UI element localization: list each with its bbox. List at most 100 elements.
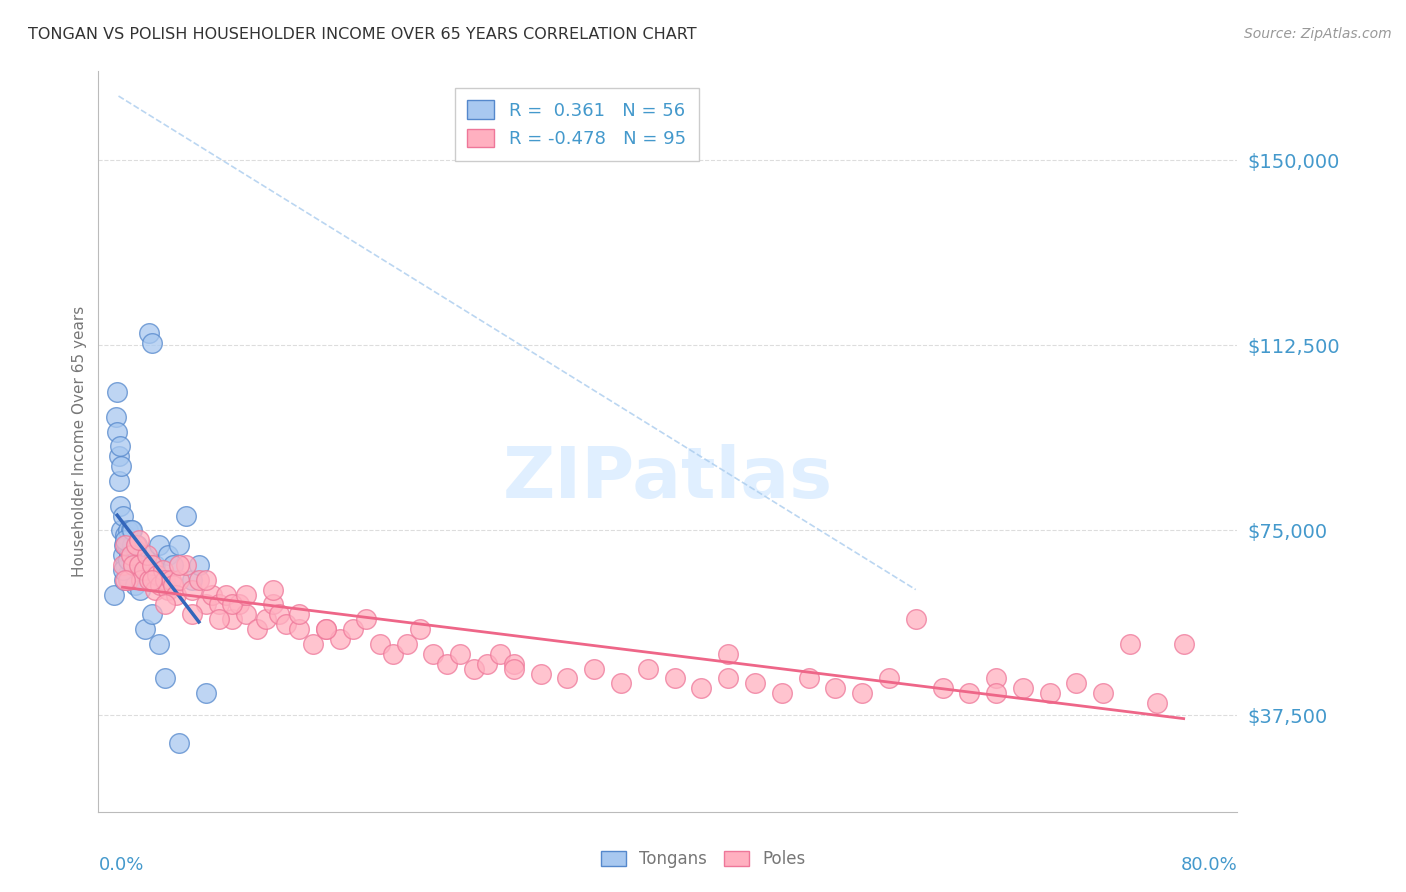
Point <box>138 326 160 340</box>
Point <box>128 558 150 572</box>
Point <box>215 588 238 602</box>
Point <box>117 524 139 538</box>
Point <box>117 553 139 567</box>
Point <box>155 573 177 587</box>
Point <box>181 582 204 597</box>
Point <box>201 588 224 602</box>
Point <box>111 558 134 572</box>
Point <box>108 440 131 454</box>
Point <box>152 563 174 577</box>
Point <box>1012 681 1035 696</box>
Point <box>129 573 152 587</box>
Y-axis label: Householder Income Over 65 years: Householder Income Over 65 years <box>72 306 87 577</box>
Point <box>107 450 129 464</box>
Point <box>181 573 204 587</box>
Point <box>129 582 152 597</box>
Point <box>117 573 139 587</box>
Point <box>118 548 141 562</box>
Point <box>107 474 129 488</box>
Point <box>315 622 337 636</box>
Point <box>128 558 150 572</box>
Text: 80.0%: 80.0% <box>1181 856 1237 874</box>
Point <box>1066 676 1088 690</box>
Point <box>125 548 148 562</box>
Point <box>132 563 155 577</box>
Point <box>315 622 337 636</box>
Point <box>110 524 132 538</box>
Point <box>690 681 713 696</box>
Point <box>159 573 181 587</box>
Point <box>115 567 138 582</box>
Point <box>269 607 291 622</box>
Point <box>422 647 444 661</box>
Point <box>146 567 169 582</box>
Point <box>155 672 177 686</box>
Point <box>463 662 485 676</box>
Point <box>194 573 217 587</box>
Point <box>877 672 900 686</box>
Point <box>174 558 197 572</box>
Point <box>254 612 277 626</box>
Point <box>449 647 471 661</box>
Point <box>235 607 257 622</box>
Point <box>122 558 145 572</box>
Point <box>118 573 141 587</box>
Point <box>221 598 243 612</box>
Point <box>502 657 524 671</box>
Point <box>181 607 204 622</box>
Point <box>155 598 177 612</box>
Point <box>770 686 793 700</box>
Point <box>135 558 157 572</box>
Point <box>114 528 136 542</box>
Point <box>122 558 145 572</box>
Point <box>108 499 131 513</box>
Point <box>157 548 180 562</box>
Point <box>664 672 686 686</box>
Point <box>1119 637 1142 651</box>
Point <box>141 558 163 572</box>
Point <box>1146 696 1168 710</box>
Point <box>529 666 551 681</box>
Point <box>114 533 136 548</box>
Point <box>129 573 152 587</box>
Point <box>288 622 311 636</box>
Point <box>111 508 134 523</box>
Text: TONGAN VS POLISH HOUSEHOLDER INCOME OVER 65 YEARS CORRELATION CHART: TONGAN VS POLISH HOUSEHOLDER INCOME OVER… <box>28 27 697 42</box>
Point <box>167 573 190 587</box>
Point <box>115 538 138 552</box>
Point <box>984 686 1007 700</box>
Point <box>143 558 166 572</box>
Point <box>274 617 297 632</box>
Point <box>262 598 284 612</box>
Point <box>342 622 364 636</box>
Point <box>744 676 766 690</box>
Point <box>121 538 143 552</box>
Point <box>1092 686 1115 700</box>
Point <box>134 622 156 636</box>
Point <box>797 672 820 686</box>
Point <box>502 662 524 676</box>
Point <box>984 672 1007 686</box>
Point <box>112 573 135 587</box>
Point <box>152 573 174 587</box>
Point <box>120 558 142 572</box>
Point <box>228 598 250 612</box>
Point <box>957 686 980 700</box>
Point <box>111 563 134 577</box>
Point <box>105 385 128 400</box>
Point <box>114 558 136 572</box>
Point <box>1173 637 1195 651</box>
Point <box>475 657 498 671</box>
Point <box>110 459 132 474</box>
Point <box>127 538 149 552</box>
Point <box>221 612 243 626</box>
Point <box>132 548 155 562</box>
Point <box>187 558 209 572</box>
Point <box>208 598 231 612</box>
Point <box>165 588 187 602</box>
Point <box>148 637 170 651</box>
Point <box>904 612 927 626</box>
Point <box>851 686 873 700</box>
Legend: Tongans, Poles: Tongans, Poles <box>595 844 811 875</box>
Point <box>194 686 217 700</box>
